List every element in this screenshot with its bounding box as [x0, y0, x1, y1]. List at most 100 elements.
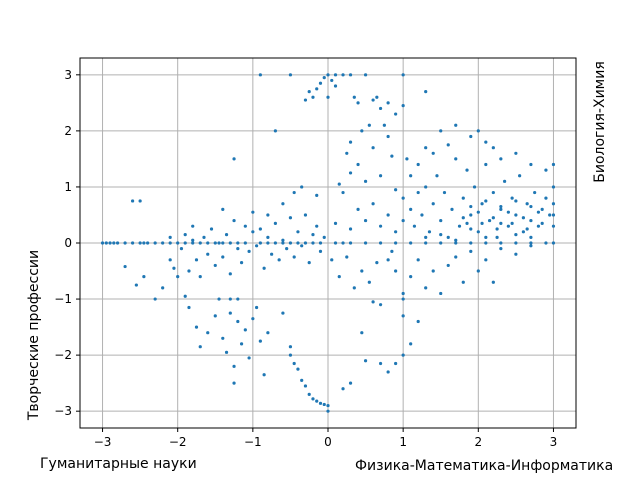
data-point — [356, 207, 360, 211]
data-point — [476, 210, 480, 214]
data-point — [300, 244, 304, 248]
data-point — [409, 342, 413, 346]
data-point — [318, 401, 323, 405]
data-point — [529, 244, 533, 248]
data-point — [446, 235, 450, 239]
data-point — [300, 378, 304, 382]
data-point — [360, 129, 364, 133]
data-point — [341, 190, 345, 195]
data-point — [213, 263, 217, 268]
data-point — [386, 101, 390, 105]
data-point — [499, 247, 503, 251]
data-point — [243, 224, 247, 228]
y-tick-label: 2 — [64, 124, 72, 138]
data-point — [491, 190, 495, 195]
data-point — [251, 317, 255, 321]
data-point — [514, 199, 518, 203]
data-point — [499, 157, 503, 161]
data-point — [454, 123, 458, 127]
x-axis-ticks: −3 −2 −1 0 1 2 3 — [94, 428, 557, 449]
data-point — [123, 241, 127, 245]
data-point — [480, 221, 484, 225]
data-point — [457, 224, 462, 228]
data-point — [176, 241, 180, 245]
data-point — [303, 98, 308, 102]
data-point — [514, 213, 518, 217]
data-point — [544, 241, 548, 245]
data-point — [288, 216, 293, 220]
data-point — [465, 168, 469, 172]
data-point — [266, 241, 270, 245]
data-point — [341, 73, 345, 77]
data-point — [401, 104, 405, 108]
data-point — [360, 331, 364, 335]
data-point — [379, 106, 383, 111]
data-point — [292, 361, 296, 366]
data-point — [326, 73, 330, 77]
data-point — [375, 95, 379, 99]
data-point — [386, 213, 390, 217]
data-point — [551, 185, 556, 189]
data-point — [115, 241, 120, 245]
data-point — [281, 238, 285, 242]
data-point — [375, 261, 379, 265]
data-point — [514, 241, 518, 245]
data-point — [379, 241, 383, 245]
data-point — [363, 218, 368, 223]
data-point — [439, 232, 443, 237]
data-point — [529, 204, 533, 209]
data-point — [469, 249, 473, 254]
data-point — [232, 218, 236, 223]
data-point — [484, 162, 488, 167]
data-points — [100, 73, 556, 413]
data-point — [273, 241, 277, 245]
data-point — [255, 305, 259, 310]
data-point — [333, 241, 338, 245]
data-point — [326, 409, 330, 413]
data-point — [281, 241, 285, 245]
data-point — [484, 140, 488, 144]
data-point — [285, 247, 289, 251]
y-tick-label: 1 — [64, 180, 72, 194]
y-tick-label: 0 — [64, 236, 72, 250]
data-point — [258, 241, 262, 245]
data-point — [476, 230, 480, 234]
y-axis-ticks: −3 −2 −1 0 1 2 3 — [54, 68, 80, 418]
data-point — [386, 258, 390, 262]
data-point — [311, 95, 315, 99]
data-point — [544, 196, 548, 200]
data-point — [209, 227, 214, 231]
data-point — [484, 235, 488, 239]
data-point — [228, 311, 232, 315]
data-point — [255, 244, 259, 248]
y-tick-label: −1 — [54, 292, 72, 306]
data-point — [239, 342, 244, 346]
data-point — [236, 247, 240, 251]
data-point — [454, 157, 458, 161]
data-point — [142, 275, 146, 279]
data-point — [416, 162, 420, 167]
data-point — [288, 73, 293, 77]
data-point — [217, 241, 221, 245]
data-point — [431, 151, 435, 155]
data-point — [228, 297, 232, 301]
data-point — [213, 241, 217, 245]
data-point — [491, 216, 495, 220]
data-point — [191, 224, 195, 228]
data-point — [450, 207, 454, 211]
data-point — [337, 182, 341, 186]
data-point — [514, 252, 518, 256]
data-point — [416, 258, 420, 262]
data-point — [183, 241, 187, 245]
data-point — [499, 207, 503, 211]
data-point — [104, 241, 108, 245]
data-point — [333, 73, 338, 77]
data-point — [273, 221, 277, 225]
data-point — [322, 235, 326, 239]
data-point — [409, 174, 413, 178]
data-point — [138, 241, 142, 245]
data-point — [551, 202, 556, 206]
data-point — [424, 90, 428, 94]
data-point — [232, 364, 236, 368]
data-point — [330, 78, 334, 83]
